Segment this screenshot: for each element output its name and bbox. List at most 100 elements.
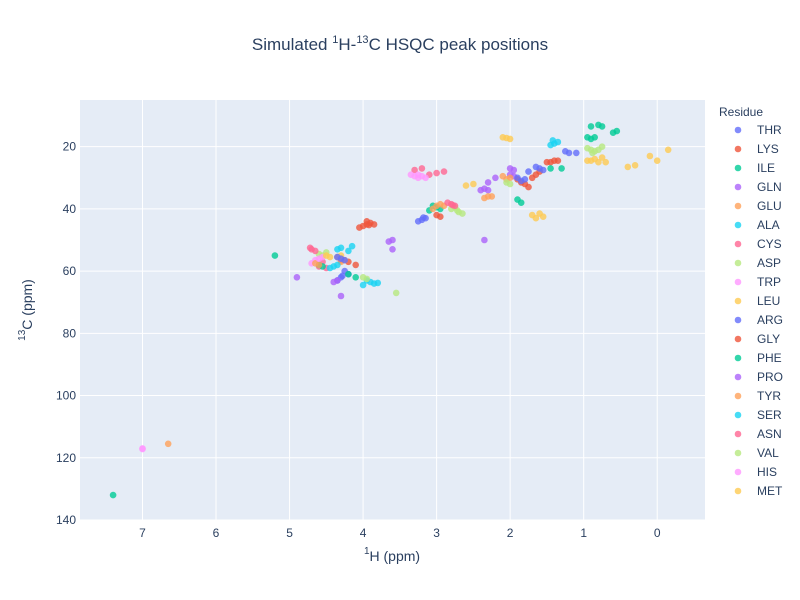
data-point[interactable] xyxy=(539,166,547,174)
data-point[interactable] xyxy=(420,214,427,221)
data-point[interactable] xyxy=(449,201,457,209)
data-point[interactable] xyxy=(591,134,598,141)
legend-item-his[interactable]: HIS xyxy=(734,465,777,479)
data-point[interactable] xyxy=(348,242,356,250)
data-point[interactable] xyxy=(484,179,492,186)
data-point[interactable] xyxy=(598,154,606,161)
data-point[interactable] xyxy=(503,134,510,142)
data-point[interactable] xyxy=(341,256,349,264)
data-point[interactable] xyxy=(462,182,470,189)
data-point[interactable] xyxy=(459,210,466,217)
data-point[interactable] xyxy=(532,163,540,171)
data-point[interactable] xyxy=(584,134,591,141)
data-point[interactable] xyxy=(139,445,146,453)
legend-item-phe[interactable]: PHE xyxy=(734,351,782,365)
data-point[interactable] xyxy=(334,253,341,261)
data-point[interactable] xyxy=(510,166,518,174)
data-point[interactable] xyxy=(589,149,596,157)
data-point[interactable] xyxy=(539,213,547,220)
data-point[interactable] xyxy=(624,163,632,171)
data-point[interactable] xyxy=(584,157,591,164)
data-point[interactable] xyxy=(528,174,536,182)
legend-item-val[interactable]: VAL xyxy=(734,446,779,460)
data-point[interactable] xyxy=(312,260,319,267)
data-point[interactable] xyxy=(345,270,352,278)
data-point[interactable] xyxy=(306,244,314,252)
data-point[interactable] xyxy=(598,143,606,150)
data-point[interactable] xyxy=(444,199,451,206)
legend-item-asn[interactable]: ASN xyxy=(734,427,782,441)
data-point[interactable] xyxy=(109,491,117,499)
data-point[interactable] xyxy=(352,261,360,269)
data-point[interactable] xyxy=(337,292,345,300)
data-point[interactable] xyxy=(440,168,448,175)
data-point[interactable] xyxy=(653,157,661,164)
data-point[interactable] xyxy=(414,171,422,178)
data-point[interactable] xyxy=(488,193,496,200)
data-point[interactable] xyxy=(481,236,488,244)
data-point[interactable] xyxy=(365,221,373,229)
data-point[interactable] xyxy=(429,205,437,213)
data-point[interactable] xyxy=(554,138,562,146)
data-point[interactable] xyxy=(532,214,540,222)
data-point[interactable] xyxy=(411,166,418,174)
data-point[interactable] xyxy=(326,253,334,261)
legend-item-gln[interactable]: GLN xyxy=(734,180,782,194)
data-point[interactable] xyxy=(543,158,551,166)
data-point[interactable] xyxy=(392,289,400,297)
data-point[interactable] xyxy=(326,264,334,272)
legend-item-tyr[interactable]: TYR xyxy=(734,389,782,403)
legend-item-pro[interactable]: PRO xyxy=(734,370,783,384)
data-point[interactable] xyxy=(334,246,341,253)
data-point[interactable] xyxy=(370,221,378,228)
data-point[interactable] xyxy=(631,162,639,169)
data-point[interactable] xyxy=(554,157,562,164)
legend-item-met[interactable]: MET xyxy=(734,484,783,498)
legend-item-trp[interactable]: TRP xyxy=(734,275,781,289)
legend-item-lys[interactable]: LYS xyxy=(734,142,779,156)
data-point[interactable] xyxy=(374,279,382,287)
data-point[interactable] xyxy=(514,174,521,182)
data-point[interactable] xyxy=(646,152,654,160)
data-point[interactable] xyxy=(492,174,499,182)
legend-item-gly[interactable]: GLY xyxy=(734,332,780,346)
data-point[interactable] xyxy=(503,179,510,186)
data-point[interactable] xyxy=(481,194,488,202)
data-point[interactable] xyxy=(363,275,371,283)
data-point[interactable] xyxy=(345,247,352,255)
data-point[interactable] xyxy=(470,180,477,188)
data-point[interactable] xyxy=(595,158,602,166)
legend-item-ile[interactable]: ILE xyxy=(734,161,775,175)
data-point[interactable] xyxy=(549,137,557,144)
data-point[interactable] xyxy=(414,218,422,225)
data-point[interactable] xyxy=(477,186,485,194)
data-point[interactable] xyxy=(433,169,440,177)
data-point[interactable] xyxy=(598,123,606,130)
data-point[interactable] xyxy=(385,238,393,245)
legend-item-ser[interactable]: SER xyxy=(734,408,782,422)
data-point[interactable] xyxy=(422,174,429,182)
data-point[interactable] xyxy=(437,213,444,220)
data-point[interactable] xyxy=(547,165,554,172)
data-point[interactable] xyxy=(587,123,595,130)
data-point[interactable] xyxy=(359,281,367,289)
legend-item-cys[interactable]: CYS xyxy=(734,237,782,251)
data-point[interactable] xyxy=(525,183,532,191)
data-point[interactable] xyxy=(164,440,172,448)
data-point[interactable] xyxy=(334,277,341,284)
legend-item-thr[interactable]: THR xyxy=(734,123,782,137)
data-point[interactable] xyxy=(271,252,279,259)
data-point[interactable] xyxy=(312,247,319,255)
data-point[interactable] xyxy=(517,199,525,206)
plot-area[interactable] xyxy=(80,100,705,520)
legend-item-glu[interactable]: GLU xyxy=(734,199,782,213)
legend-item-ala[interactable]: ALA xyxy=(734,218,780,232)
legend-item-leu[interactable]: LEU xyxy=(734,294,781,308)
legend-item-arg[interactable]: ARG xyxy=(734,313,783,327)
data-point[interactable] xyxy=(609,129,617,136)
legend-item-asp[interactable]: ASP xyxy=(734,256,781,270)
data-point[interactable] xyxy=(293,274,301,281)
data-point[interactable] xyxy=(602,158,609,166)
data-point[interactable] xyxy=(562,148,569,155)
data-point[interactable] xyxy=(352,274,360,281)
